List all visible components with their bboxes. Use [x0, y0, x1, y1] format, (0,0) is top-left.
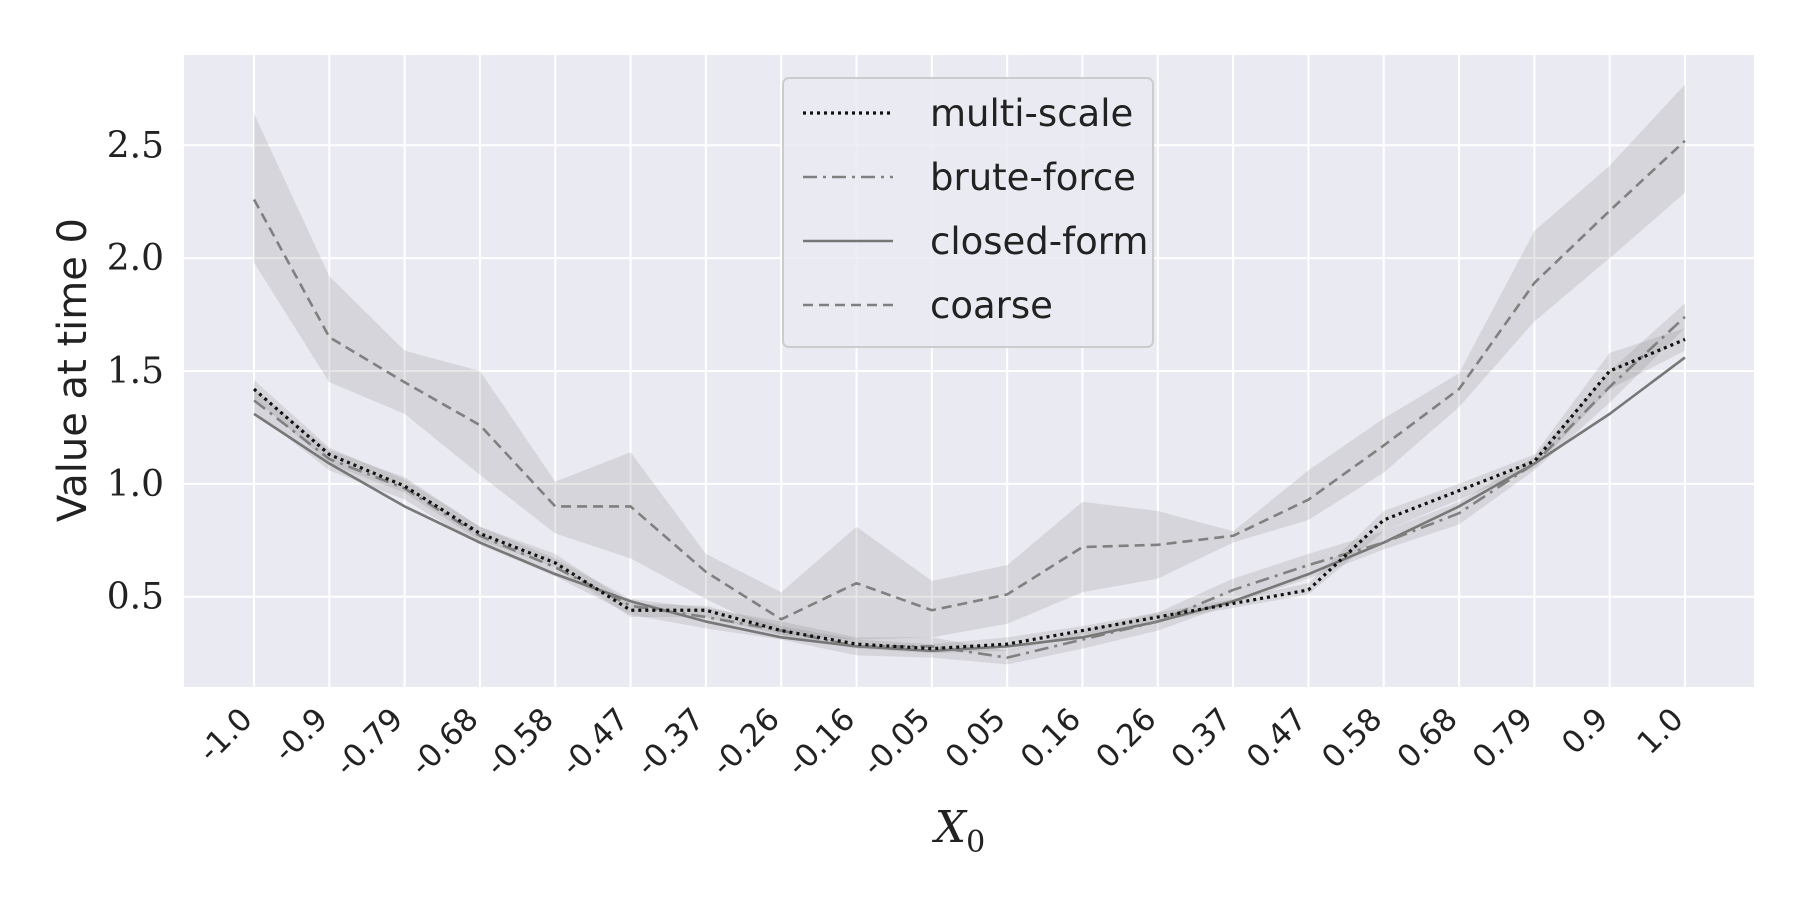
brute-force-legend-label: brute-force: [930, 156, 1136, 199]
closed-form-line: [253, 356, 1686, 653]
x-tick-label: 0.68: [1390, 701, 1464, 775]
y-tick-label: 2.5: [107, 125, 164, 166]
legend-box: [782, 77, 1154, 348]
x-tick-label: 0.05: [939, 701, 1013, 775]
x-tick-label: -0.68: [403, 701, 485, 783]
x-tick-label: 0.58: [1315, 701, 1389, 775]
series-lines: [252, 139, 1686, 659]
x-tick-label: -0.9: [267, 701, 335, 769]
brute-force-line: [253, 315, 1686, 659]
x-tick-label: -0.47: [554, 701, 636, 783]
y-tick-label: 1.0: [107, 464, 164, 505]
x-axis-ticks: -1.0 -0.9-0.79-0.68-0.58-0.47-0.37-0.26-0…: [191, 701, 1690, 783]
x-tick-label: 0.26: [1089, 701, 1163, 775]
x-tick-label: -1.0: [191, 701, 259, 769]
x-axis-label-main: X: [932, 802, 968, 853]
coarse-line: [252, 139, 1686, 621]
x-tick-label: -0.05: [855, 701, 937, 783]
closed-form-legend-label: closed-form: [930, 220, 1148, 263]
y-axis-label: Value at time 0: [50, 218, 96, 522]
x-tick-label: -0.58: [479, 701, 561, 783]
x-tick-label: 0.37: [1164, 701, 1238, 775]
x-tick-label: 1.0: [1630, 701, 1690, 761]
coarse-band: [254, 84, 1685, 640]
x-tick-label: 0.9: [1555, 701, 1615, 761]
x-axis-label-subscript: 0: [966, 825, 985, 860]
y-tick-label: 1.5: [107, 351, 164, 392]
x-tick-label: -0.16: [780, 701, 862, 783]
x-tick-label: -0.26: [705, 701, 787, 783]
x-axis-label: X0: [932, 802, 985, 860]
y-axis-ticks: 0.5 1.0 1.5 2.0 2.5: [107, 125, 164, 617]
x-tick-label: -0.79: [328, 701, 410, 783]
legend: multi-scale brute-force closed-form coarse: [782, 77, 1154, 348]
x-tick-label: 0.16: [1014, 701, 1088, 775]
multi-scale-legend-label: multi-scale: [930, 92, 1133, 135]
y-tick-label: 0.5: [107, 577, 164, 618]
multi-scale-band: [254, 328, 1685, 654]
confidence-bands: [254, 84, 1685, 665]
x-tick-label: 0.47: [1240, 701, 1314, 775]
coarse-legend-label: coarse: [930, 284, 1053, 327]
y-tick-label: 2.0: [107, 238, 164, 279]
x-tick-label: 0.79: [1466, 701, 1540, 775]
x-tick-label: -0.37: [629, 701, 711, 783]
multi-scale-line: [252, 337, 1686, 651]
